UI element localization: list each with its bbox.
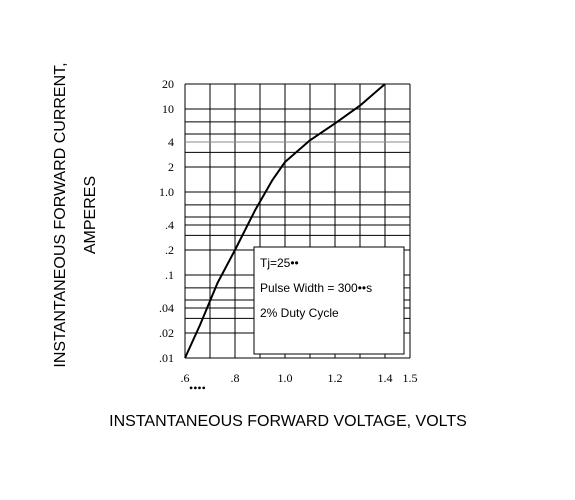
y-tick-label: .1 — [165, 268, 174, 282]
x-tick-label: .6 — [181, 371, 190, 385]
y-tick-label: 4 — [168, 135, 174, 149]
x-axis-title: INSTANTANEOUS FORWARD VOLTAGE, VOLTS — [109, 413, 467, 430]
x-tick-label: .8 — [231, 371, 240, 385]
annotation-box: Tj=25•• Pulse Width = 300••s 2% Duty Cyc… — [253, 246, 405, 355]
y-tick-label: .4 — [165, 218, 174, 232]
y-tick-label: .2 — [165, 243, 174, 257]
y-tick-label: .01 — [159, 351, 174, 365]
y-axis-title-line-2: AMPERES — [82, 176, 99, 254]
series-line-0 — [184, 83, 386, 359]
y-tick-label: .04 — [159, 301, 174, 315]
y-tick-label: .02 — [159, 326, 174, 340]
x-tick-label: 1.5 — [403, 371, 418, 385]
annotation-line-temperature: Tj=25•• — [260, 256, 299, 270]
x-tick-label: 1.2 — [328, 371, 343, 385]
y-tick-label: 1.0 — [159, 185, 174, 199]
y-axis-title-line-1: INSTANTANEOUS FORWARD CURRENT, — [52, 62, 69, 367]
y-tick-label: 2 — [168, 160, 174, 174]
annotation-line-duty-cycle: 2% Duty Cycle — [260, 306, 339, 320]
y-tick-label: 10 — [162, 102, 174, 116]
x-tick-label: 1.4 — [378, 371, 393, 385]
annotation-background — [253, 246, 405, 355]
series-group — [184, 83, 386, 359]
x-tick-extra-marks: •••• — [189, 381, 206, 395]
x-tick-label: 1.0 — [278, 371, 293, 385]
annotation-line-pulse-width: Pulse Width = 300••s — [260, 281, 372, 295]
y-tick-label: 20 — [162, 77, 174, 91]
tick-labels: 20 10 4 2 1.0 .4 .2 .1 .04 .02 .01 .6 .8 1.0 1.2 1.4 1.5 — [159, 77, 418, 385]
